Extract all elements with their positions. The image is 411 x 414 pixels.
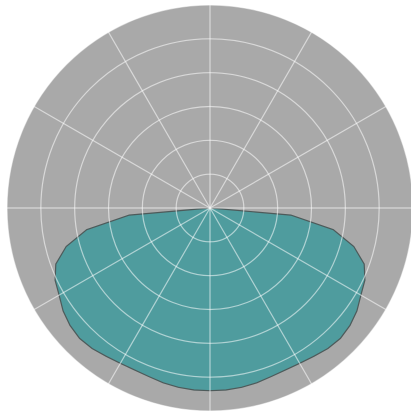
grid-spoke (107, 207, 211, 385)
grid-spoke (33, 207, 211, 311)
grid-spoke (209, 105, 387, 209)
grid-spoke (209, 31, 313, 209)
grid-spoke (107, 31, 211, 209)
grid-spoke (209, 207, 387, 311)
grid-spoke (209, 207, 313, 385)
grid-spoke (33, 105, 211, 209)
